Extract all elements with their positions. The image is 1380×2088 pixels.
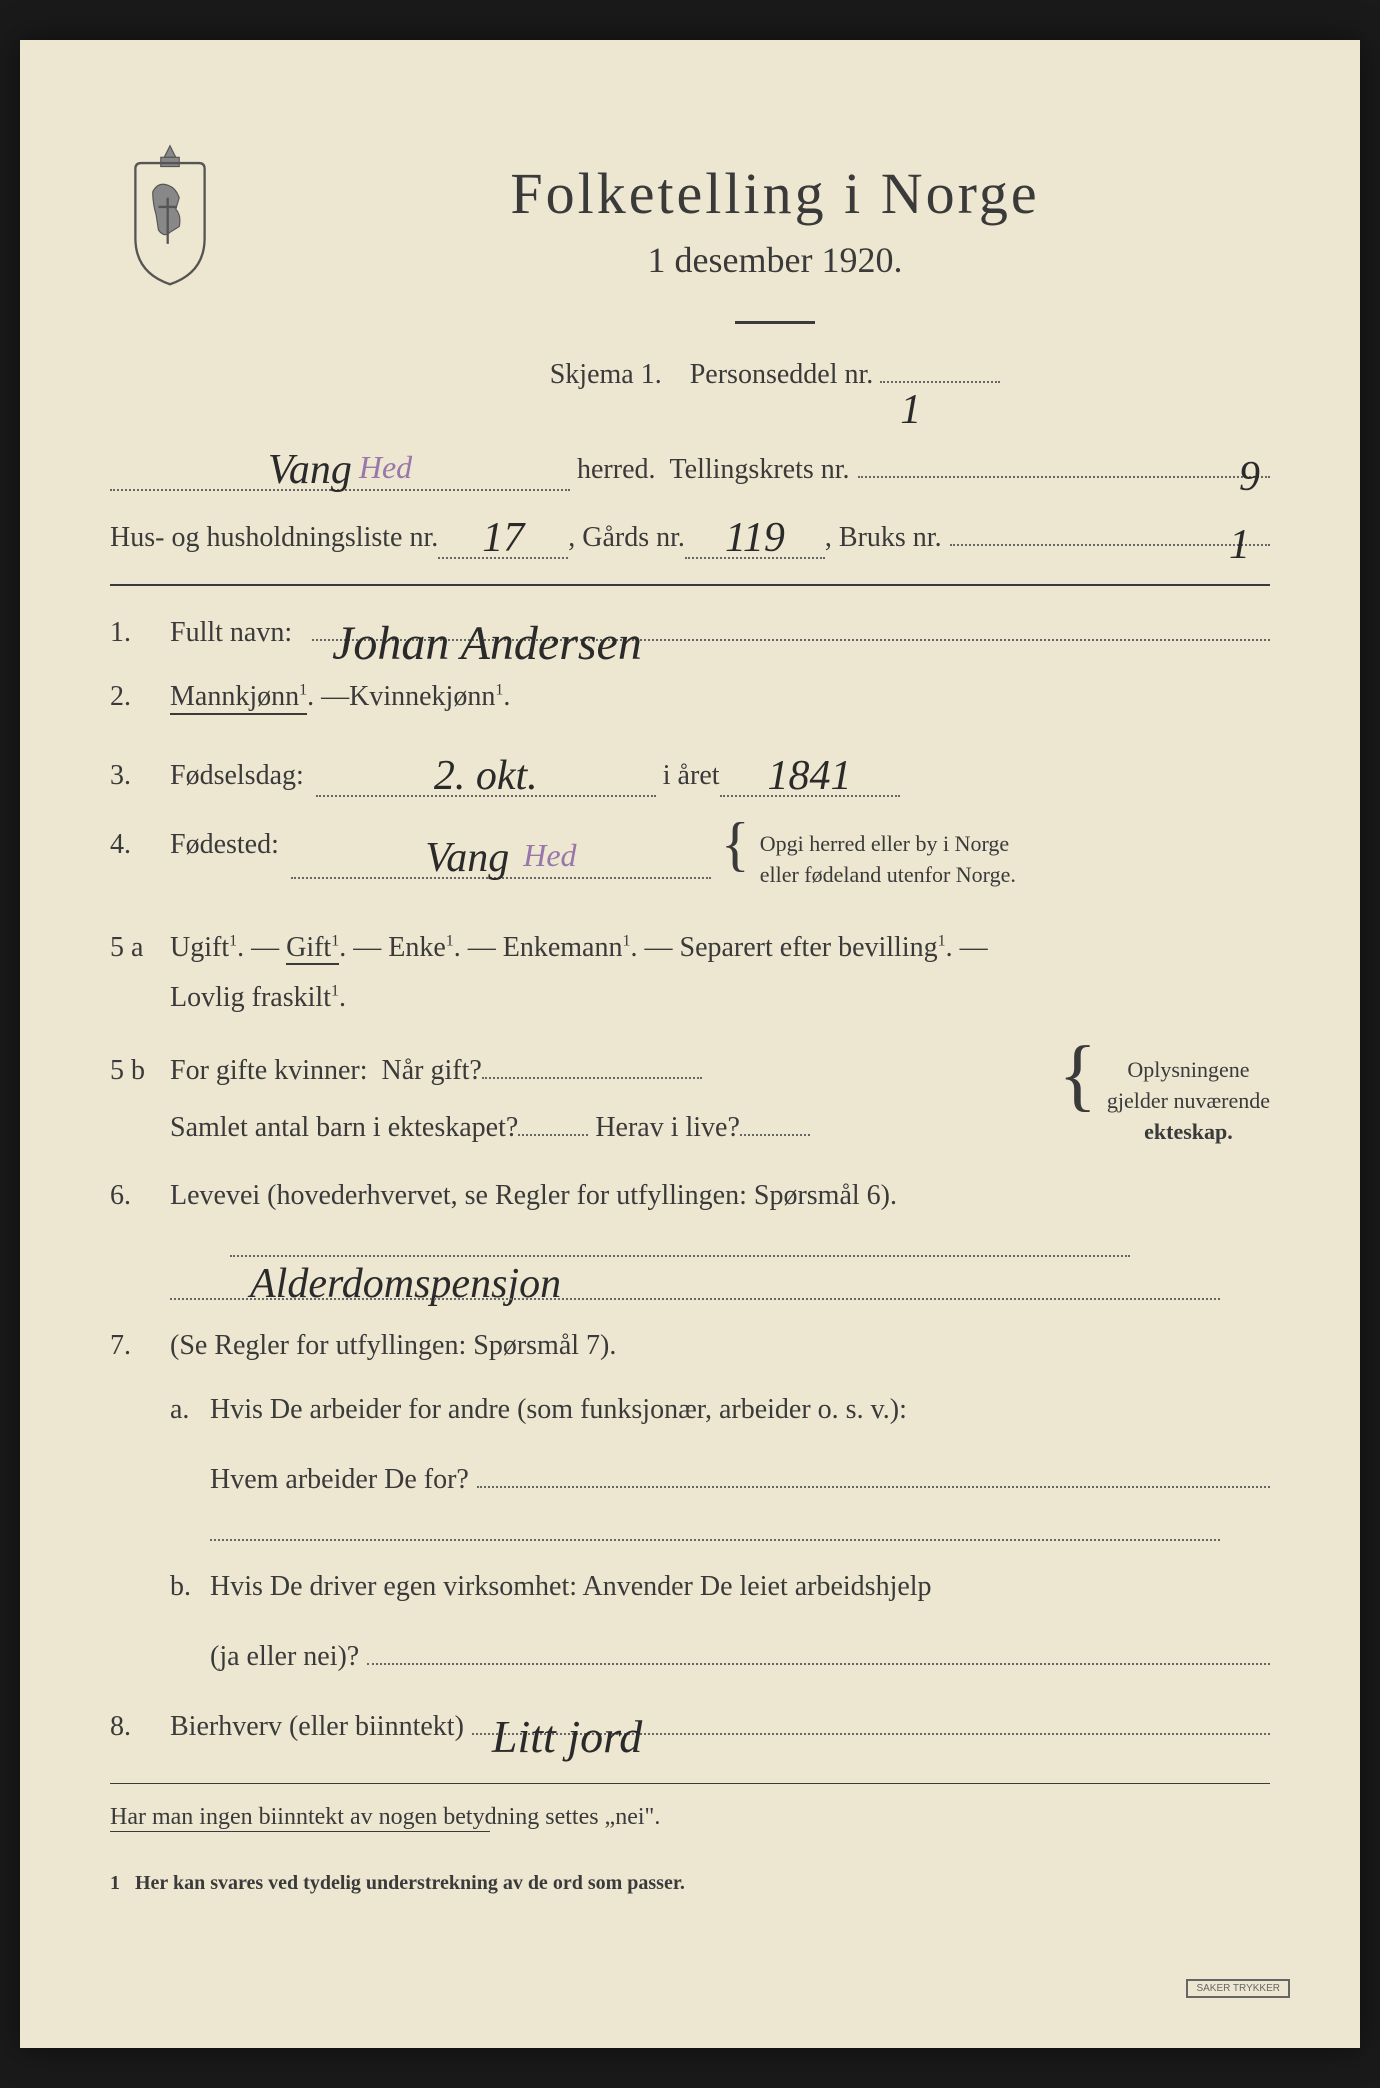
hus-nr: 17 — [482, 515, 524, 561]
person-label: Personseddel nr. — [690, 359, 874, 390]
brace-icon: { — [1058, 1055, 1096, 1095]
q5a-opt2: Gift1 — [286, 932, 339, 965]
q8-label: Bierhverv (eller biinntekt) — [170, 1711, 464, 1743]
q5a-opt6: Lovlig fraskilt1. — [170, 982, 346, 1013]
q5a-opt1: Ugift1. — [170, 932, 244, 963]
q6-row: 6. Levevei (hovederhvervet, se Regler fo… — [110, 1180, 1270, 1212]
q5a-opt5: Separert efter bevilling1. — [680, 932, 953, 963]
q1-num: 1. — [110, 617, 170, 649]
q4-value: Vang — [425, 835, 509, 881]
q1-row: 1. Fullt navn: Johan Andersen — [110, 611, 1270, 649]
hus-label: Hus- og husholdningsliste nr. — [110, 522, 438, 554]
herred-label: herred. — [577, 454, 656, 486]
q4-annotation: Hed — [523, 837, 576, 873]
q7a-question: Hvem arbeider De for? — [110, 1458, 1270, 1496]
document-header: Folketelling i Norge 1 desember 1920. Sk… — [110, 160, 1270, 411]
q5b-num: 5 b — [110, 1055, 170, 1087]
q1-value: Johan Andersen — [332, 616, 642, 644]
q5a-opt4: Enkemann1. — [503, 932, 638, 963]
q2-num: 2. — [110, 681, 170, 713]
census-date: 1 desember 1920. — [280, 239, 1270, 281]
gards-label: , Gårds nr. — [568, 522, 685, 554]
q4-num: 4. — [110, 829, 170, 861]
q3-label: Fødselsdag: — [170, 760, 304, 792]
note-divider — [110, 1783, 1270, 1784]
q7b-question: (ja eller nei)? — [110, 1635, 1270, 1673]
bruks-nr: 1 — [1229, 521, 1250, 549]
q4-note: Opgi herred eller by i Norge eller fødel… — [760, 829, 1016, 891]
q2-female: Kvinnekjønn1. — [349, 681, 510, 713]
q7a-num: a. — [170, 1394, 210, 1426]
q7b-text: Hvis De driver egen virksomhet: Anvender… — [210, 1571, 932, 1603]
q1-label: Fullt navn: — [170, 617, 292, 649]
brace-icon: { — [721, 829, 750, 859]
q7-label: (Se Regler for utfyllingen: Spørsmål 7). — [170, 1330, 616, 1362]
schema-label: Skjema 1. — [550, 359, 662, 390]
q7-num: 7. — [110, 1330, 170, 1362]
q5b-children: Samlet antal barn i ekteskapet? — [170, 1112, 518, 1144]
q6-label: Levevei (hovederhvervet, se Regler for u… — [170, 1180, 897, 1212]
gards-nr: 119 — [725, 515, 785, 561]
q3-row: 3. Fødselsdag: 2. okt. i året 1841 — [110, 747, 1270, 797]
q2-row: 2. Mannkjønn1 . — Kvinnekjønn1. — [110, 681, 1270, 715]
q5b-alive: Herav i live? — [595, 1112, 740, 1144]
footnote-marker: 1 — [110, 1872, 120, 1894]
q4-row: 4. Fødested: Vang Hed { Opgi herred elle… — [110, 829, 1270, 891]
q5b-label: For gifte kvinner: — [170, 1055, 368, 1087]
herred-annotation: Hed — [359, 449, 412, 485]
title-block: Folketelling i Norge 1 desember 1920. Sk… — [280, 160, 1270, 411]
footnote: 1 Her kan svares ved tydelig understrekn… — [110, 1862, 1270, 1895]
q2-sep: — — [321, 681, 349, 713]
q7b-q: (ja eller nei)? — [210, 1641, 359, 1673]
main-title: Folketelling i Norge — [280, 160, 1270, 227]
biinntekt-note: Har man ingen biinntekt av nogen betydni… — [110, 1794, 1270, 1831]
q8-value: Litt jord — [492, 1710, 642, 1738]
q6-answer-line: Alderdomspensjon — [230, 1244, 1270, 1262]
printer-stamp: SAKER TRYKKER — [1186, 1979, 1290, 1998]
herred-value: Vang — [268, 447, 352, 493]
schema-line: Skjema 1. Personseddel nr. 1 — [280, 359, 1270, 391]
q8-row: 8. Bierhverv (eller biinntekt) Litt jord — [110, 1705, 1270, 1743]
q8-num: 8. — [110, 1711, 170, 1743]
q3-num: 3. — [110, 760, 170, 792]
q5a-row: 5 a Ugift1. — Gift1. — Enke1. — Enkemann… — [110, 923, 1270, 1024]
q3-day: 2. okt. — [434, 753, 538, 799]
bruks-label: , Bruks nr. — [825, 522, 942, 554]
q5a-num: 5 a — [110, 923, 170, 973]
tellingskrets-label: Tellingskrets nr. — [670, 454, 850, 486]
q7b-num: b. — [170, 1571, 210, 1603]
q3-year-label: i året — [663, 760, 720, 792]
q2-male: Mannkjønn1 — [170, 681, 307, 715]
census-form-page: Folketelling i Norge 1 desember 1920. Sk… — [20, 40, 1360, 2048]
hus-line: Hus- og husholdningsliste nr. 17 , Gårds… — [110, 509, 1270, 559]
q7a-blank — [210, 1528, 1270, 1546]
q5b-row: 5 b For gifte kvinner: Når gift? Samlet … — [110, 1055, 1270, 1147]
q7a-q: Hvem arbeider De for? — [210, 1464, 469, 1496]
tellingskrets-nr: 9 — [1239, 453, 1260, 481]
q3-year: 1841 — [768, 753, 852, 799]
q5a-opt3: Enke1. — [388, 932, 461, 963]
q5b-when: Når gift? — [382, 1055, 482, 1087]
footnote-text: Her kan svares ved tydelig understreknin… — [135, 1872, 685, 1894]
title-divider — [735, 321, 815, 324]
q5b-note: Oplysningene gjelder nuværende ekteskap. — [1107, 1055, 1270, 1147]
q4-label: Fødested: — [170, 829, 279, 861]
norway-coat-of-arms-icon — [110, 140, 230, 290]
q6-num: 6. — [110, 1180, 170, 1212]
divider-1 — [110, 584, 1270, 586]
q7-row: 7. (Se Regler for utfyllingen: Spørsmål … — [110, 1330, 1270, 1362]
q7a-text: Hvis De arbeider for andre (som funksjon… — [210, 1394, 907, 1426]
q7a-row: a. Hvis De arbeider for andre (som funks… — [110, 1394, 1270, 1426]
herred-line: Vang Hed herred. Tellingskrets nr. 9 — [110, 441, 1270, 491]
footnote-divider — [110, 1831, 490, 1832]
q7b-row: b. Hvis De driver egen virksomhet: Anven… — [110, 1571, 1270, 1603]
